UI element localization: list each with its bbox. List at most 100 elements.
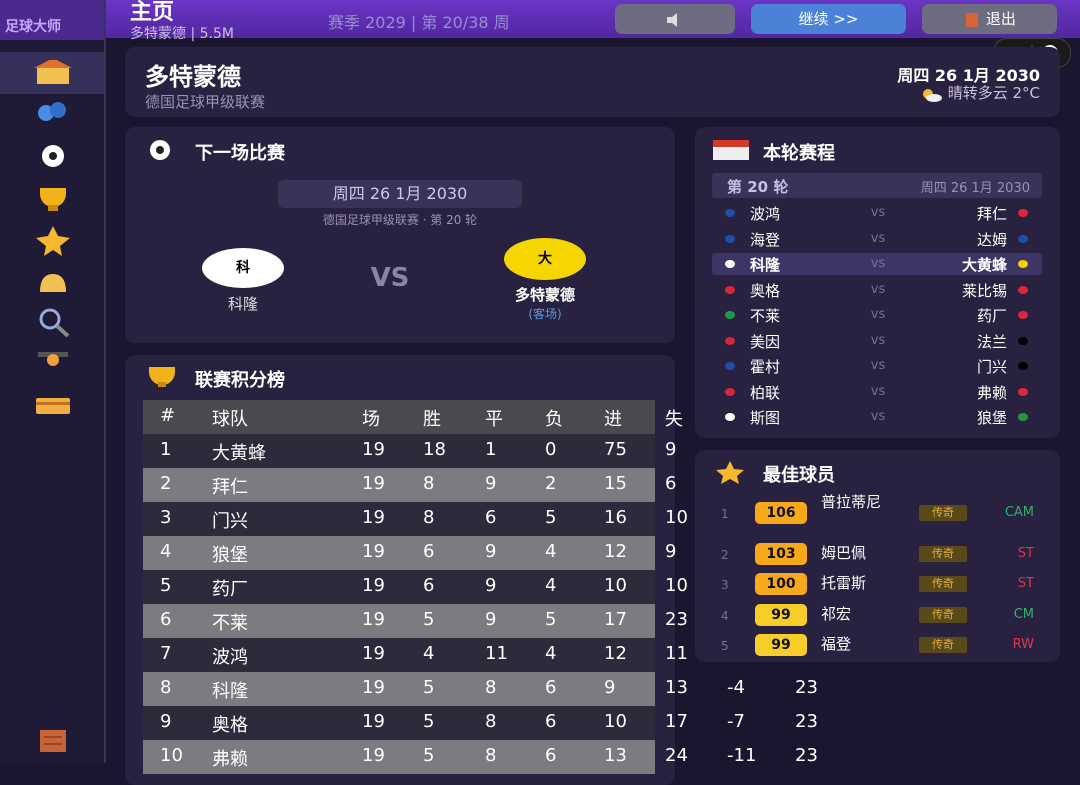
tag: 传奇 [919, 505, 967, 521]
table-cell: 12 [604, 643, 627, 664]
table-cell: 4 [423, 643, 435, 664]
home-team: 斯图 [750, 409, 781, 427]
table-cell: 10 [604, 575, 627, 596]
table-cell: 9 [665, 439, 677, 460]
round-bar [712, 173, 1042, 198]
table-cell: 波鸿 [212, 647, 248, 668]
vs-label: vs [870, 230, 886, 246]
exit-button[interactable]: 退出 [922, 4, 1057, 34]
table-cell: 17 [604, 609, 627, 630]
tag: 传奇 [919, 637, 967, 653]
table-cell: 6 [485, 507, 497, 528]
column-header: 负 [545, 409, 563, 430]
home-team: 霍村 [750, 358, 781, 376]
exit-label: 退出 [985, 10, 1016, 28]
table-cell: 1 [485, 439, 497, 460]
team-dot [1018, 260, 1028, 268]
team-dot [725, 362, 735, 370]
team-dot [725, 413, 735, 421]
vs-label: vs [870, 205, 886, 220]
column-header: 球队 [212, 409, 248, 430]
fixture-highlight [712, 253, 1042, 275]
team-dot [1018, 311, 1028, 319]
home-name: 科隆 [227, 295, 258, 313]
weather: 晴转多云 2°C [919, 82, 1040, 103]
player-name: 祁宏 [821, 604, 852, 623]
nav-icons[interactable] [28, 60, 78, 420]
table-cell: 6 [423, 541, 435, 562]
table-cell: 大黄蜂 [212, 443, 266, 464]
table-cell: 10 [665, 575, 688, 596]
ball-icon [150, 140, 170, 160]
continue-button[interactable]: 继续 >> [751, 4, 906, 34]
away-team: 门兴 [976, 358, 1007, 376]
vs-label: vs [870, 358, 886, 373]
table-cell: 9 [160, 711, 172, 732]
table-cell: 5 [423, 711, 435, 732]
trophy-icon [149, 367, 175, 387]
table-cell: 18 [423, 439, 446, 460]
team-dot [1018, 362, 1028, 370]
table-cell: 科隆 [212, 681, 248, 702]
table-cell: 13 [604, 745, 627, 766]
table-cell: 8 [423, 507, 435, 528]
away-badge: 大 [504, 238, 586, 280]
card-title: 联赛积分榜 [195, 370, 285, 391]
table-cell: 15 [604, 473, 627, 494]
away-venue: (客场) [528, 307, 562, 321]
table-cell: 10 [604, 711, 627, 732]
team-dot [725, 209, 735, 217]
table-cell: 5 [160, 575, 172, 596]
fixtures-card: 本轮赛程 第 20 轮 周四 26 1月 2030 波鸿 vs 拜仁 海登 vs 达姆 科隆… [695, 127, 1060, 438]
column-header: # [160, 405, 176, 426]
home-team: 科隆 [750, 256, 781, 274]
players-card: 最佳球员 1 106 普拉蒂尼 传奇 CAM 2 103 姆巴佩 传奇 ST 3 100 托雷斯 传奇 ST… [695, 450, 1060, 662]
weather-text: 晴转多云 2°C [947, 84, 1040, 102]
table-cell: 5 [545, 609, 557, 630]
table-cell: 19 [362, 677, 385, 698]
exit-icon [966, 12, 979, 27]
table-cell: 9 [604, 677, 616, 698]
table-cell: -7 [727, 711, 745, 732]
team-dot [725, 234, 735, 243]
rating-badge: 99 [755, 603, 807, 626]
star-icon [716, 461, 744, 484]
round: 第 20 轮 [727, 178, 789, 196]
team-dot [1018, 234, 1028, 243]
rank: 3 [721, 578, 729, 592]
table-cell: 9 [485, 609, 497, 630]
table-cell: 8 [485, 745, 497, 766]
table-cell: 6 [545, 677, 557, 698]
rating-badge: 106 [755, 502, 807, 524]
mute-button[interactable] [615, 4, 735, 34]
team-dot [725, 387, 735, 396]
table-cell: 7 [160, 643, 172, 664]
table-cell: 24 [665, 745, 688, 766]
table-cell: 6 [160, 609, 172, 630]
speaker-icon [667, 12, 677, 27]
sidebar: 足球大师 [0, 0, 106, 763]
table-cell: 4 [160, 541, 172, 562]
table-cell: 3 [160, 507, 172, 528]
team-dot [725, 336, 735, 345]
table-cell: 门兴 [212, 511, 248, 532]
team-dot [725, 285, 735, 294]
table-cell: 5 [545, 507, 557, 528]
player-name: 普拉蒂尼 [821, 493, 882, 511]
table-cell: -11 [727, 745, 757, 766]
card-title: 本轮赛程 [763, 143, 835, 164]
team-dot [1018, 413, 1028, 421]
table-cell: 23 [795, 677, 818, 698]
table-cell: 12 [604, 541, 627, 562]
vs-label: vs [870, 307, 886, 322]
table-cell: 拜仁 [212, 477, 248, 498]
table-cell: 0 [545, 439, 557, 460]
table-cell: 4 [545, 575, 557, 596]
tag: 传奇 [919, 576, 967, 592]
card-title: 下一场比赛 [195, 143, 285, 164]
table-cell: 9 [485, 541, 497, 562]
table-cell: 75 [604, 439, 627, 460]
table-cell: 13 [665, 677, 688, 698]
settings-icon[interactable] [38, 728, 68, 754]
